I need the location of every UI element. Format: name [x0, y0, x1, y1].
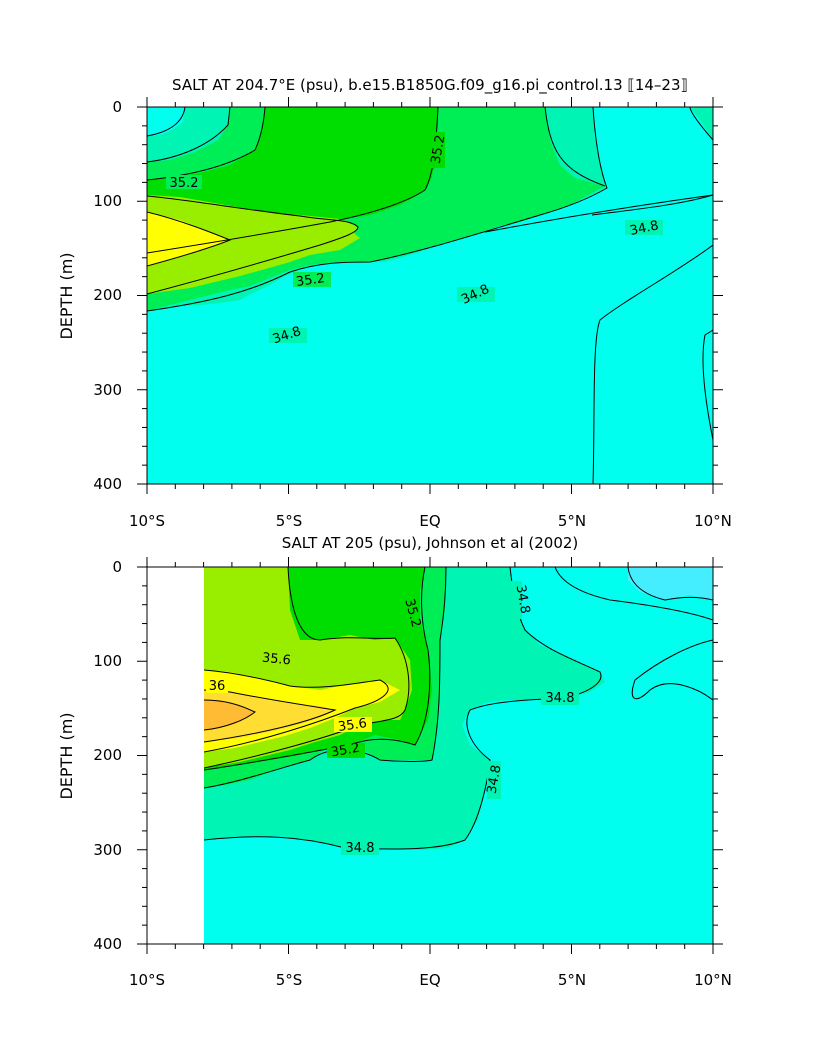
contour-label: 34.8 — [485, 764, 505, 795]
contour-label: 35.2 — [330, 741, 361, 761]
x-tick-label: 10°S — [129, 512, 165, 530]
fill-freshest-ne — [628, 567, 713, 600]
fill-fresh-ne — [555, 567, 713, 705]
y-tick-label: 0 — [112, 98, 122, 116]
salinity-field — [147, 107, 713, 484]
contour-label: 34.8 — [546, 691, 575, 706]
axis-ticks-bottom — [137, 557, 723, 954]
x-tick-label: 5°N — [558, 512, 586, 530]
y-axis-label: DEPTH (m) — [57, 252, 76, 339]
x-tick-label: 5°N — [558, 971, 586, 989]
contour-label-bg — [293, 272, 331, 287]
contour-label-bg — [334, 717, 372, 732]
fill-35.4-35.6-core — [147, 195, 358, 294]
y-tick-label: 100 — [93, 192, 122, 210]
x-tick-label: 10°N — [694, 512, 732, 530]
y-tick-label: 0 — [112, 558, 122, 576]
x-tick-label: 10°S — [129, 971, 165, 989]
contour-label: 35.2 — [401, 597, 423, 629]
contour-label-bg — [166, 175, 202, 189]
y-tick-label: 300 — [93, 381, 122, 399]
y-tick-label: 100 — [93, 652, 122, 670]
contour-label: 35.2 — [295, 271, 326, 290]
x-tick-label: 5°S — [276, 971, 303, 989]
contour-label: 35.6 — [337, 716, 368, 735]
contour-label-bg — [257, 651, 295, 666]
contour-label: 34.8 — [346, 841, 375, 856]
fill-35.6-35.8 — [147, 212, 230, 266]
contour-label-bg — [541, 690, 579, 705]
contour-labels: 35.2 35.2 35.2 34.8 34.8 34.8 — [166, 132, 663, 347]
axis-ticks-top — [137, 97, 723, 494]
fill-above-36.0 — [204, 700, 255, 730]
y-tick-label: 200 — [93, 286, 122, 304]
contour-label: 34.8 — [629, 218, 660, 239]
contour-label-bg — [269, 328, 307, 343]
contour-label-bg — [431, 132, 445, 168]
panel-observations: SALT AT 205 (psu), Johnson et al (2002) — [57, 534, 732, 989]
x-tick-label: 10°N — [694, 971, 732, 989]
contour-label: 35.2 — [429, 134, 449, 165]
contour-label-bg — [398, 596, 412, 632]
contour-label-bg — [341, 840, 379, 855]
contour-label-bg — [487, 761, 501, 799]
y-tick-label: 400 — [93, 475, 122, 493]
contour-label-bg — [457, 287, 495, 302]
x-tick-label: EQ — [419, 971, 440, 989]
contour-label-bg — [625, 220, 663, 235]
y-tick-label: 300 — [93, 841, 122, 859]
x-tick-label: 5°S — [276, 512, 303, 530]
contour-label: 34.8 — [513, 584, 533, 615]
y-tick-label: 400 — [93, 935, 122, 953]
panel-title: SALT AT 204.7°E (psu), b.e15.B1850G.f09_… — [172, 76, 688, 95]
fill-35.8-36.0 — [204, 690, 335, 742]
contour-label-bg — [327, 743, 365, 758]
x-tick-label: EQ — [419, 512, 440, 530]
contour-label-bg — [206, 678, 228, 693]
y-tick-label: 200 — [93, 746, 122, 764]
contour-label-bg — [508, 581, 522, 619]
fill-surface-fresh — [147, 107, 185, 136]
panel-model: SALT AT 204.7°E (psu), b.e15.B1850G.f09_… — [57, 76, 732, 530]
contour-label: 35.6 — [261, 651, 291, 669]
panel-title: SALT AT 205 (psu), Johnson et al (2002) — [282, 534, 579, 552]
contour-labels: 35.2 34.8 34.8 35.6 36 35.6 35.2 34.8 34… — [206, 581, 579, 856]
salinity-field — [204, 567, 713, 944]
contour-label: 36 — [209, 679, 226, 694]
contour-label: 35.2 — [170, 176, 199, 191]
y-axis-label: DEPTH (m) — [57, 712, 76, 799]
